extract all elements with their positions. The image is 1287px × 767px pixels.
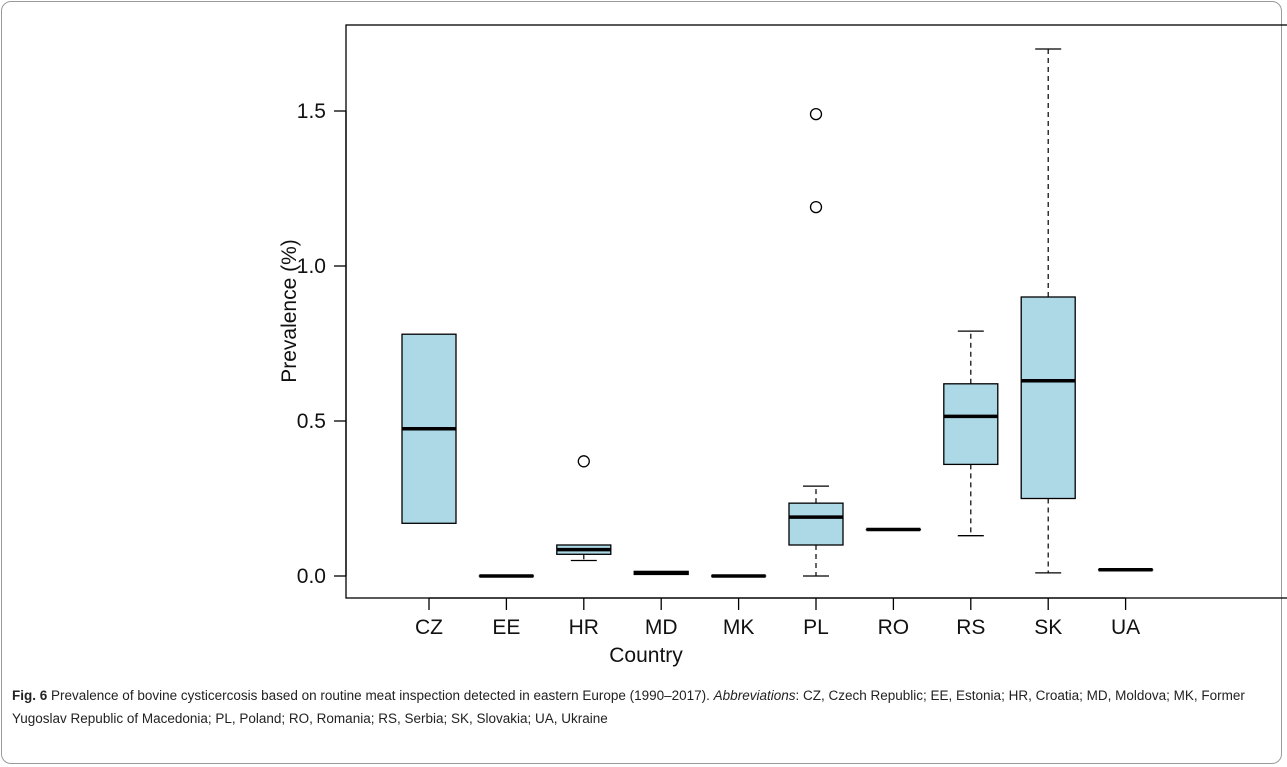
x-tick-label: CZ (415, 616, 443, 639)
caption-text: Prevalence of bovine cysticercosis based… (47, 688, 714, 703)
x-tick-label: UA (1111, 616, 1140, 639)
boxplot-chart: 0.0 0.5 1.0 1.5 CZ EE HR MD MK PL RO RS SK UA Preval… (278, 24, 1287, 667)
box-group-md (633, 570, 689, 576)
outlier-point (577, 455, 590, 468)
box-group-sk (1020, 48, 1076, 574)
y-tick-label: 0.0 (297, 565, 326, 588)
outlier-point (809, 107, 823, 121)
x-tick-label: RS (956, 616, 985, 639)
x-tick-label: PL (803, 616, 829, 639)
abbreviations-text: : CZ, Czech Republic; EE, Estonia; HR, C… (12, 688, 1245, 726)
box-group-rs (943, 330, 999, 537)
outlier-point (809, 200, 823, 214)
x-tick-label: MD (645, 616, 678, 639)
box-series (401, 48, 1154, 578)
x-tick-label: MK (723, 616, 755, 639)
y-tick-label: 1.5 (297, 100, 326, 123)
x-tick-label: SK (1034, 616, 1062, 639)
x-tick-label: RO (878, 616, 910, 639)
y-tick-label: 0.5 (297, 410, 326, 433)
x-axis-title: Country (609, 644, 683, 667)
x-tick-label: HR (569, 616, 599, 639)
box (788, 502, 844, 546)
box (943, 383, 999, 466)
box-group-hr (556, 455, 612, 562)
y-tick-label: 1.0 (297, 255, 326, 278)
box (1020, 296, 1076, 500)
box-group-pl (788, 107, 844, 577)
y-axis: 0.0 0.5 1.0 1.5 (297, 100, 347, 588)
y-axis-title: Prevalence (%) (278, 239, 301, 383)
x-axis: CZ EE HR MD MK PL RO RS SK UA (415, 597, 1140, 639)
figure-label: Fig. 6 (12, 688, 48, 703)
abbreviations-label: Abbreviations (713, 688, 796, 703)
figure-caption: Fig. 6 Prevalence of bovine cysticercosi… (12, 684, 1274, 730)
box-group-cz (401, 333, 457, 524)
x-tick-label: EE (492, 616, 520, 639)
